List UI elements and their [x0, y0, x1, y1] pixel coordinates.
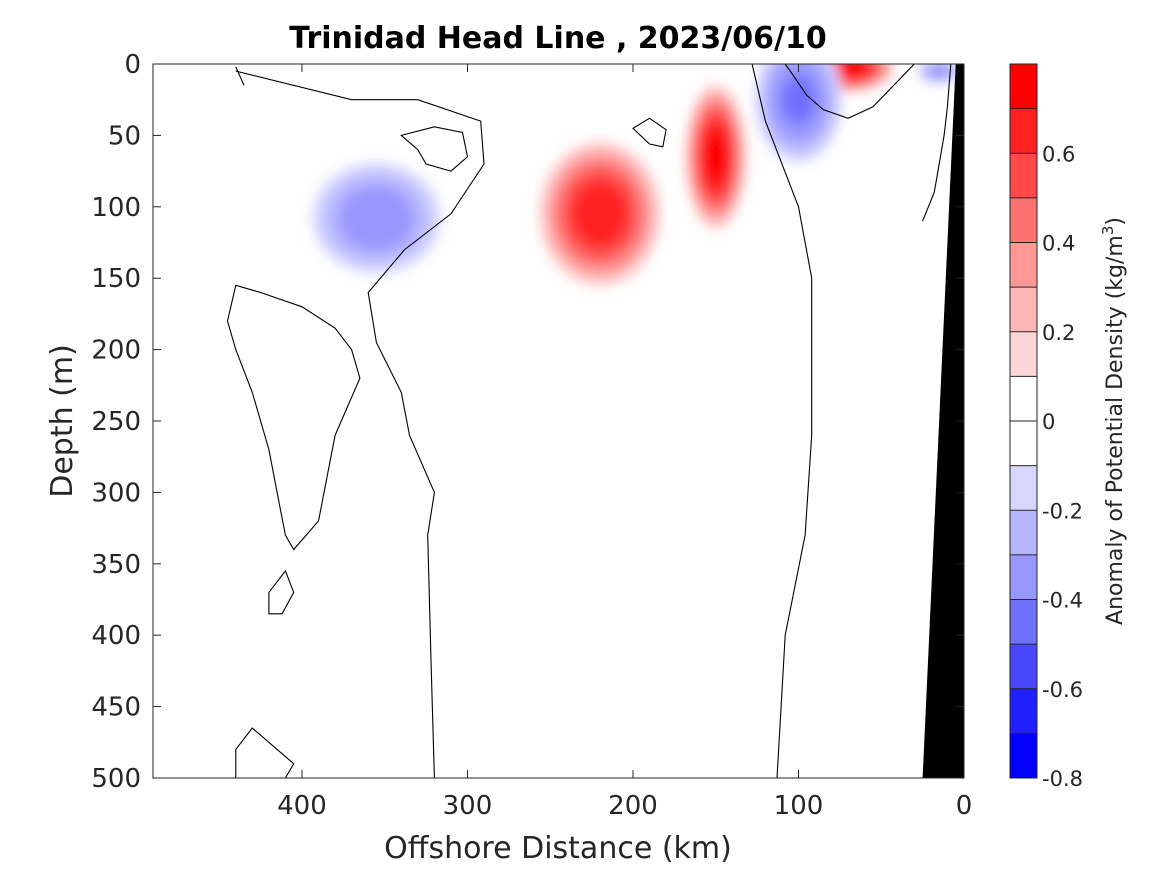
anomaly-positive-0 — [684, 83, 747, 231]
zero-contour-line — [235, 66, 245, 86]
anomaly-negative-5 — [917, 64, 961, 84]
anomaly-positive-1 — [538, 141, 662, 287]
zero-contour-loop — [235, 727, 295, 778]
colorbar-swatch — [1010, 733, 1037, 778]
anomaly-level — [705, 131, 727, 182]
zero-contours — [226, 64, 952, 778]
y-axis-label: Depth (m) — [45, 344, 80, 498]
zero-contour-loop — [226, 284, 361, 551]
colorbar-swatch — [1010, 153, 1037, 198]
zero-contour-line — [922, 64, 952, 222]
anomaly-level — [830, 64, 866, 78]
bathymetry-shelf — [922, 64, 964, 778]
colorbar-label-suffix: ) — [1103, 217, 1128, 226]
colorbar-swatch — [1010, 688, 1037, 734]
y-tick-label: 150 — [91, 264, 141, 294]
colorbar: -0.8 -0.6 -0.4 -0.2 0 0.2 0.4 0.6 — [1009, 63, 1083, 791]
y-tick-label: 0 — [124, 50, 141, 80]
colorbar-tick-label: -0.2 — [1042, 499, 1083, 523]
colorbar-tick-label: 0.6 — [1042, 142, 1075, 166]
x-axis-label: Offshore Distance (km) — [384, 831, 732, 866]
colorbar-swatch — [1010, 421, 1037, 466]
colorbar-swatch — [1010, 197, 1037, 243]
anomaly-level — [339, 186, 414, 251]
zero-contour-loop — [400, 126, 469, 172]
y-tick-label: 450 — [91, 693, 141, 723]
anomaly-level — [926, 64, 952, 79]
anomaly-negative-4 — [311, 162, 441, 274]
colorbar-swatch — [1010, 331, 1037, 377]
x-tick-label: 400 — [277, 791, 327, 821]
zero-contour-loop — [632, 117, 667, 148]
colorbar-label: Anomaly of Potential Density (kg/m3) — [1099, 217, 1128, 625]
colorbar-swatch — [1010, 644, 1037, 689]
y-tick-label: 350 — [91, 550, 141, 580]
y-tick-label: 300 — [91, 478, 141, 508]
anomaly-field — [311, 64, 961, 287]
zero-contour-line — [784, 64, 915, 119]
colorbar-label-text: Anomaly of Potential Density (kg/m — [1103, 235, 1128, 625]
colorbar-swatch — [1010, 287, 1037, 332]
anomaly-negative-3 — [754, 64, 843, 163]
colorbar-swatch — [1010, 465, 1037, 511]
colorbar-tick-label: -0.4 — [1042, 589, 1083, 613]
colorbar-frame — [1009, 63, 1038, 779]
colorbar-swatch — [1010, 242, 1037, 288]
x-tick-label: 300 — [443, 791, 493, 821]
colorbar-tick-label: 0 — [1042, 410, 1055, 434]
y-tick-label: 50 — [108, 121, 141, 151]
y-tick-label: 250 — [91, 407, 141, 437]
anomaly-level — [572, 181, 627, 247]
y-tick-label: 500 — [91, 764, 141, 794]
y-tick-label: 200 — [91, 336, 141, 366]
colorbar-swatch — [1010, 599, 1037, 645]
colorbar-swatch — [1010, 510, 1037, 555]
zero-contour-loop — [268, 569, 295, 615]
zero-contour-line — [751, 64, 813, 778]
colorbar-label-superscript: 3 — [1099, 226, 1117, 236]
x-tick-label: 0 — [956, 791, 973, 821]
zero-contour-line — [235, 70, 485, 778]
x-tick-label: 100 — [774, 791, 824, 821]
colorbar-swatch — [1010, 64, 1037, 109]
colorbar-tick-label: -0.6 — [1042, 678, 1083, 702]
y-tick-label: 100 — [91, 193, 141, 223]
y-axis: 0 50 100 150 200 250 300 350 400 450 500 — [91, 50, 964, 794]
colorbar-tick-label: 0.4 — [1042, 232, 1075, 256]
y-tick-label: 400 — [91, 621, 141, 651]
colorbar-swatch — [1010, 376, 1037, 421]
x-axis: 400 300 200 100 0 — [277, 64, 972, 821]
colorbar-tick-label: 0.2 — [1042, 321, 1075, 345]
colorbar-tick-label: -0.8 — [1042, 767, 1083, 791]
anomaly-level — [781, 75, 816, 124]
chart-title: Trinidad Head Line , 2023/06/10 — [289, 21, 826, 56]
colorbar-swatch — [1010, 554, 1037, 600]
x-tick-label: 200 — [608, 791, 658, 821]
colorbar-swatch — [1010, 108, 1037, 154]
bathymetry — [922, 64, 964, 778]
